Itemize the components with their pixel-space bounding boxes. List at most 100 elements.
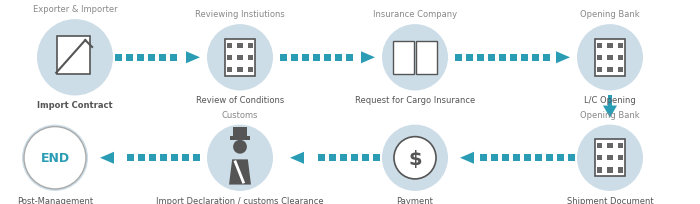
Bar (597, 168, 602, 173)
Bar (546, 154, 553, 162)
Bar (225, 40, 256, 76)
FancyBboxPatch shape (416, 42, 437, 74)
Polygon shape (290, 152, 304, 164)
Circle shape (394, 137, 436, 179)
Bar (248, 55, 253, 61)
Bar (455, 54, 462, 61)
Bar (568, 154, 575, 162)
Polygon shape (460, 152, 474, 164)
Bar (608, 96, 612, 106)
Bar (346, 54, 353, 61)
Bar (608, 155, 612, 161)
Bar (237, 43, 242, 48)
Polygon shape (186, 52, 200, 64)
Circle shape (37, 20, 113, 96)
Bar (280, 54, 287, 61)
Bar (618, 143, 623, 148)
Circle shape (233, 140, 247, 154)
Bar (491, 154, 498, 162)
Bar (543, 54, 550, 61)
Bar (148, 54, 155, 61)
Bar (488, 54, 495, 61)
Circle shape (24, 127, 86, 189)
Bar (499, 54, 506, 61)
Bar (248, 68, 253, 73)
Bar (594, 140, 625, 176)
Text: Payment: Payment (397, 196, 433, 204)
Bar (126, 54, 133, 61)
Bar (480, 154, 487, 162)
Bar (466, 54, 473, 61)
Text: Opening Bank: Opening Bank (580, 10, 640, 19)
Bar (608, 43, 612, 48)
Bar (291, 54, 298, 61)
Polygon shape (229, 160, 251, 185)
Bar (248, 43, 253, 48)
Bar (335, 54, 342, 61)
Circle shape (382, 25, 448, 91)
Text: Reviewing Instiutions: Reviewing Instiutions (195, 10, 285, 19)
Bar (313, 54, 320, 61)
Bar (228, 55, 232, 61)
Bar (237, 68, 242, 73)
Bar (608, 68, 612, 73)
Bar (618, 168, 623, 173)
Bar (510, 54, 517, 61)
Polygon shape (361, 52, 375, 64)
Bar (618, 43, 623, 48)
Bar (477, 54, 484, 61)
Bar (502, 154, 509, 162)
Bar (115, 54, 122, 61)
Text: Opening Bank: Opening Bank (580, 110, 640, 119)
Text: Post-Management: Post-Management (17, 196, 93, 204)
Bar (160, 154, 167, 162)
Text: Review of Conditions: Review of Conditions (196, 96, 284, 105)
Bar (302, 54, 309, 61)
Circle shape (207, 25, 273, 91)
Bar (608, 55, 612, 61)
Text: Shipment Document
Collection: Shipment Document Collection (567, 196, 653, 204)
Circle shape (577, 125, 643, 191)
Bar (557, 154, 564, 162)
Bar (597, 55, 602, 61)
Circle shape (382, 125, 448, 191)
Text: Import Contract: Import Contract (37, 101, 113, 110)
Bar (193, 154, 200, 162)
Bar (230, 136, 250, 140)
Text: L/C Opening: L/C Opening (584, 96, 636, 105)
Text: Insurance Company: Insurance Company (373, 10, 457, 19)
Bar (608, 143, 612, 148)
Bar (362, 154, 369, 162)
FancyBboxPatch shape (393, 42, 414, 74)
Text: Request for Cargo Insurance: Request for Cargo Insurance (355, 96, 475, 105)
Bar (182, 154, 189, 162)
Bar (171, 154, 178, 162)
Bar (340, 154, 347, 162)
Bar (237, 55, 242, 61)
Bar (228, 43, 232, 48)
Circle shape (22, 125, 88, 191)
Bar (318, 154, 325, 162)
Bar (597, 155, 602, 161)
Text: Exporter & Importer: Exporter & Importer (33, 5, 118, 14)
Polygon shape (100, 152, 114, 164)
Bar (618, 68, 623, 73)
Bar (532, 54, 539, 61)
Circle shape (207, 125, 273, 191)
Bar (618, 155, 623, 161)
Bar (597, 143, 602, 148)
Circle shape (577, 25, 643, 91)
Polygon shape (603, 106, 617, 118)
Bar (513, 154, 520, 162)
Bar (228, 68, 232, 73)
Bar (608, 168, 612, 173)
Text: END: END (41, 152, 69, 164)
Bar (594, 40, 625, 76)
Bar (373, 154, 380, 162)
Bar (138, 154, 145, 162)
Bar (351, 154, 358, 162)
Bar (324, 54, 331, 61)
Text: Customs: Customs (222, 110, 258, 119)
Bar (618, 55, 623, 61)
Polygon shape (556, 52, 570, 64)
